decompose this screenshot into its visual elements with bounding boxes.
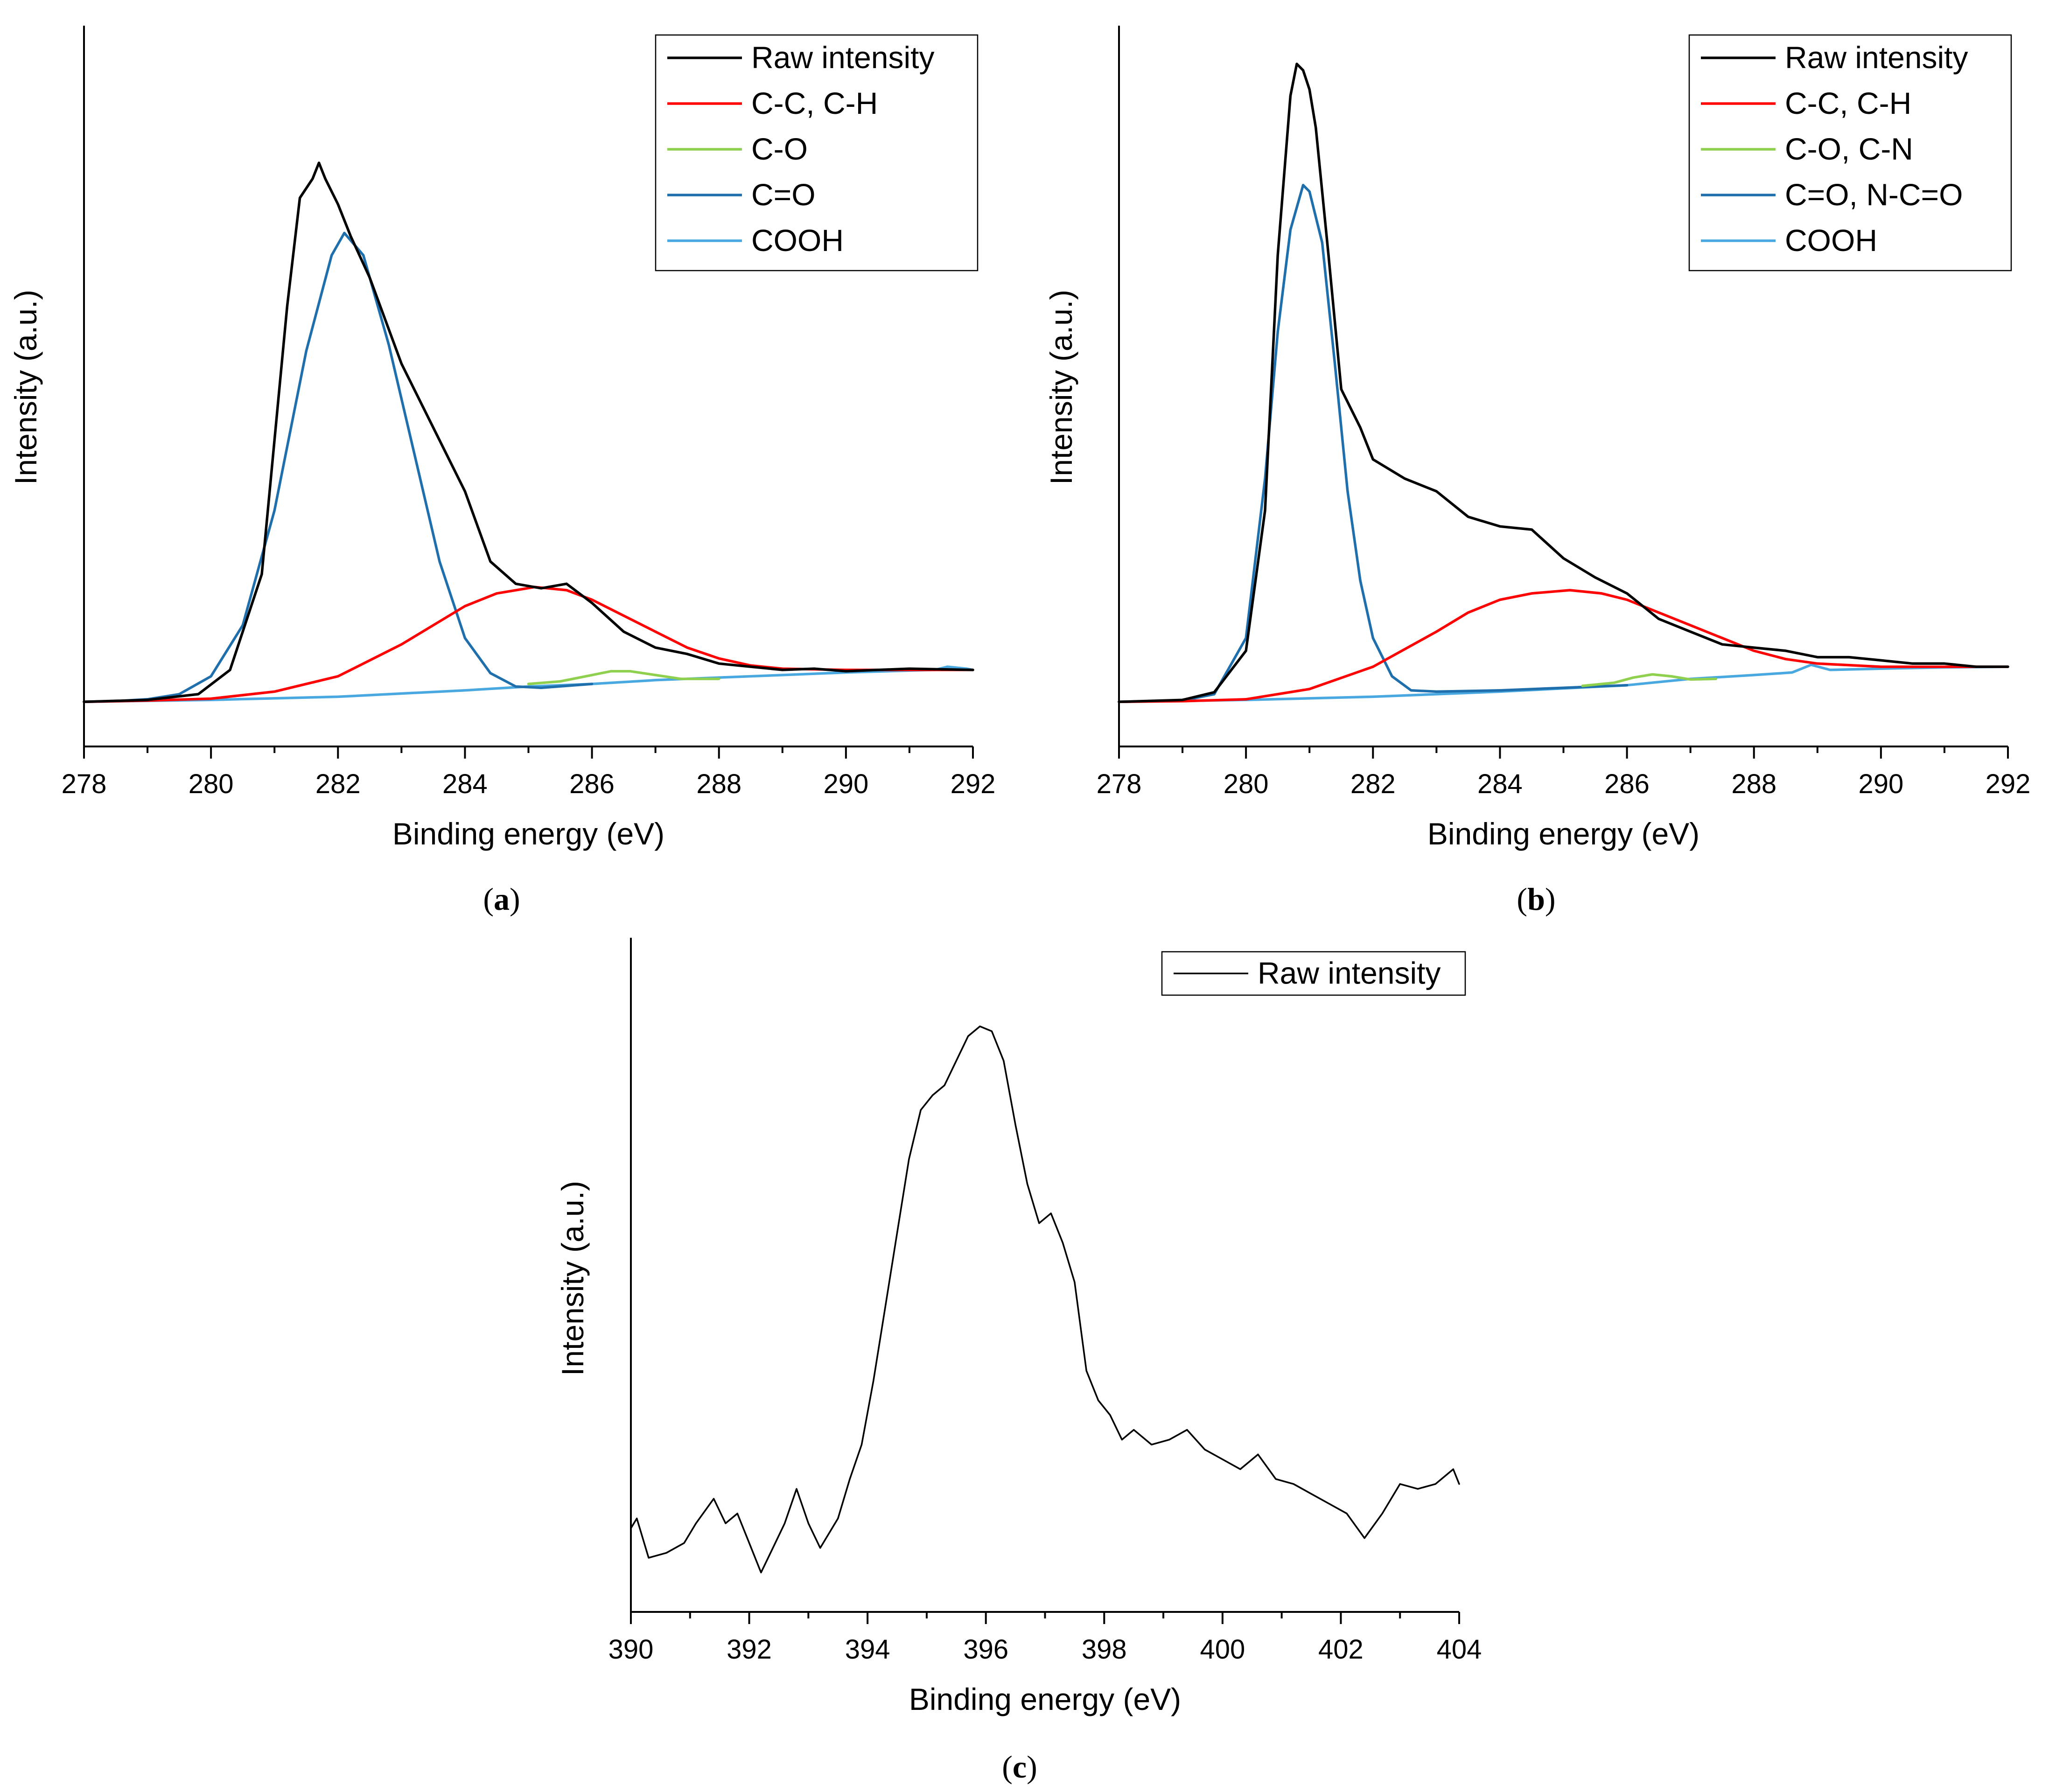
- x-tick-label: 282: [1350, 769, 1396, 799]
- legend-label: Raw intensity: [751, 40, 935, 75]
- legend-label: COOH: [1785, 223, 1877, 258]
- x-tick-label: 400: [1200, 1634, 1245, 1665]
- legend: Raw intensity C-C, C-H C-O C=O COOH: [655, 34, 979, 272]
- legend-label: Raw intensity: [1785, 40, 1968, 75]
- legend-label: C-C, C-H: [1785, 86, 1911, 120]
- x-tick-label: 402: [1318, 1634, 1364, 1665]
- x-axis-title: Binding energy (eV): [392, 816, 664, 851]
- x-tick-label: 392: [727, 1634, 772, 1665]
- legend: Raw intensity C-C, C-H C-O, C-N C=O, N-C=O C…: [1688, 34, 2012, 272]
- x-axis-title: Binding energy (eV): [1427, 816, 1699, 851]
- series-line-1: [1118, 589, 2009, 704]
- legend-label: Raw intensity: [1258, 956, 1441, 990]
- panel-label: (a): [483, 881, 520, 917]
- x-tick-label: 292: [951, 769, 996, 799]
- legend: Raw intensity: [1161, 951, 1466, 996]
- x-tick-label: 390: [608, 1634, 654, 1665]
- legend-label: C=O: [751, 177, 816, 212]
- series-line-0: [630, 1025, 1460, 1574]
- x-axis-title: Binding energy (eV): [909, 1682, 1181, 1716]
- y-axis-title: Intensity (a.u.): [1044, 290, 1078, 485]
- series-line-0: [83, 161, 974, 704]
- x-tick-label: 284: [1477, 769, 1523, 799]
- legend-label: C-O: [751, 132, 808, 166]
- x-tick-label: 288: [696, 769, 741, 799]
- y-axis-title: Intensity (a.u.): [8, 290, 43, 485]
- x-tick-label: 394: [845, 1634, 890, 1665]
- x-tick-label: 396: [963, 1634, 1008, 1665]
- legend-label: C-O, C-N: [1785, 132, 1913, 166]
- legend-label: C-C, C-H: [751, 86, 878, 120]
- chart-panel-c: 390 392 394 396 398 400 402 404 Binding energy (…: [555, 938, 1482, 1785]
- y-axis-title: Intensity (a.u.): [555, 1181, 590, 1376]
- x-tick-label: 280: [189, 769, 234, 799]
- legend-box: [655, 34, 979, 272]
- chart-panel-b: 278 280 282 284 286 288 290 292 Binding energy (…: [1044, 26, 2030, 917]
- legend-box: [1688, 34, 2012, 272]
- series-line-2: [527, 669, 720, 685]
- x-tick-label: 398: [1082, 1634, 1127, 1665]
- x-tick-label: 290: [1858, 769, 1903, 799]
- x-tick-label: 288: [1731, 769, 1776, 799]
- series-line-0: [1118, 63, 2009, 704]
- x-tick-label: 286: [1604, 769, 1650, 799]
- panel-label: (c): [1002, 1749, 1037, 1785]
- legend-label: C=O, N-C=O: [1785, 177, 1963, 212]
- series-line-3: [83, 231, 594, 704]
- x-tick-label: 278: [1097, 769, 1142, 799]
- panel-label: (b): [1517, 881, 1555, 917]
- series-line-4: [1118, 663, 2009, 704]
- x-tick-label: 404: [1437, 1634, 1482, 1665]
- chart-panel-a: 278 280 282 284 286 288 290 292 Binding energy (…: [8, 26, 995, 917]
- series-line-2: [1581, 673, 1717, 687]
- x-tick-label: 280: [1224, 769, 1269, 799]
- x-tick-label: 292: [1986, 769, 2031, 799]
- x-tick-label: 286: [569, 769, 615, 799]
- x-tick-label: 278: [62, 769, 107, 799]
- series-line-3: [1118, 184, 1629, 704]
- x-tick-label: 290: [823, 769, 868, 799]
- series-line-4: [83, 665, 974, 704]
- x-tick-label: 284: [442, 769, 488, 799]
- x-tick-label: 282: [315, 769, 361, 799]
- legend-label: COOH: [751, 223, 844, 258]
